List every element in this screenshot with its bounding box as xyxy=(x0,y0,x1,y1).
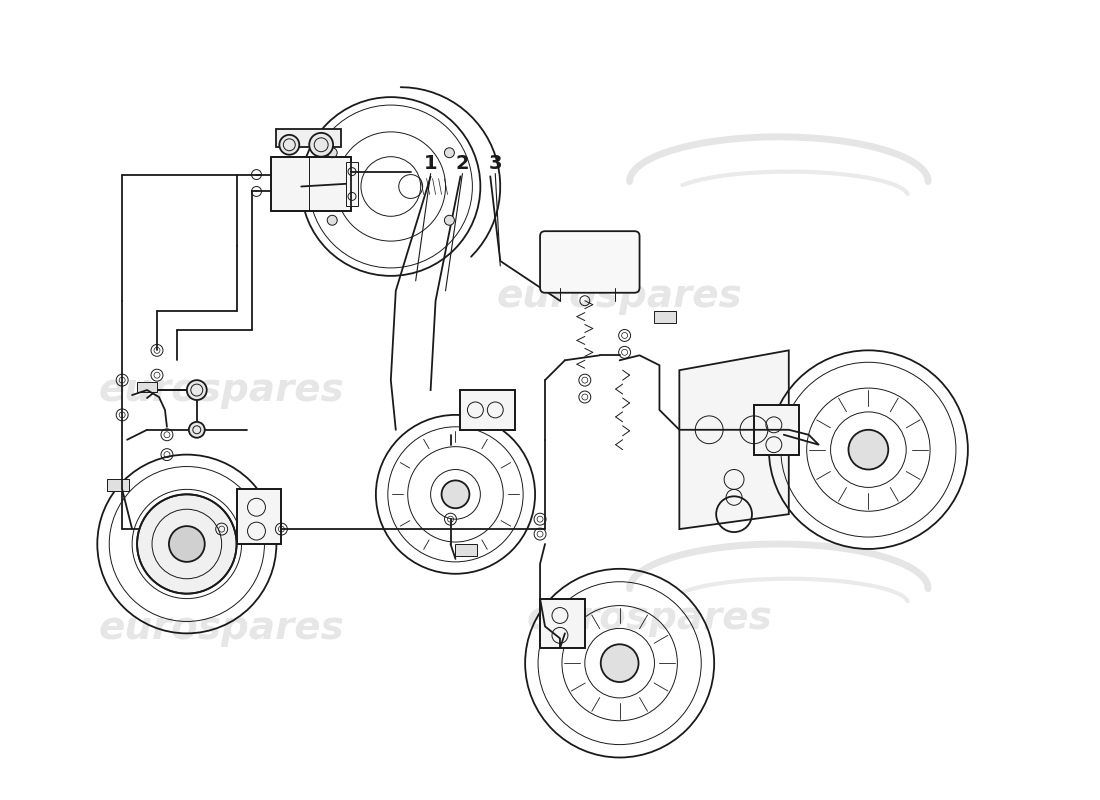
FancyBboxPatch shape xyxy=(540,231,639,293)
Bar xyxy=(276,129,341,146)
Text: eurospares: eurospares xyxy=(99,371,344,409)
Bar xyxy=(540,598,585,648)
Circle shape xyxy=(327,148,338,158)
Bar xyxy=(754,405,799,454)
Bar xyxy=(540,598,585,648)
Bar xyxy=(272,157,351,211)
Bar xyxy=(107,479,129,491)
Bar xyxy=(138,382,157,392)
Circle shape xyxy=(601,644,639,682)
Circle shape xyxy=(444,148,454,158)
Text: 2: 2 xyxy=(455,154,470,173)
Text: eurospares: eurospares xyxy=(527,599,772,638)
Circle shape xyxy=(189,422,205,438)
Text: eurospares: eurospares xyxy=(99,610,344,647)
Text: 1: 1 xyxy=(424,154,438,173)
Polygon shape xyxy=(680,350,789,529)
Bar xyxy=(236,490,282,544)
Circle shape xyxy=(138,494,236,594)
Bar xyxy=(754,405,799,454)
Circle shape xyxy=(187,380,207,400)
Bar xyxy=(461,390,515,430)
Bar xyxy=(346,162,358,206)
Circle shape xyxy=(327,215,338,226)
Circle shape xyxy=(279,135,299,154)
Circle shape xyxy=(441,481,470,508)
Circle shape xyxy=(309,133,333,157)
Bar xyxy=(272,157,351,211)
Text: 3: 3 xyxy=(488,154,502,173)
Bar xyxy=(455,544,477,556)
Circle shape xyxy=(444,215,454,226)
Circle shape xyxy=(848,430,889,470)
Circle shape xyxy=(169,526,205,562)
Bar xyxy=(461,390,515,430)
Bar xyxy=(654,310,676,322)
Text: eurospares: eurospares xyxy=(497,277,742,314)
Bar xyxy=(236,490,282,544)
